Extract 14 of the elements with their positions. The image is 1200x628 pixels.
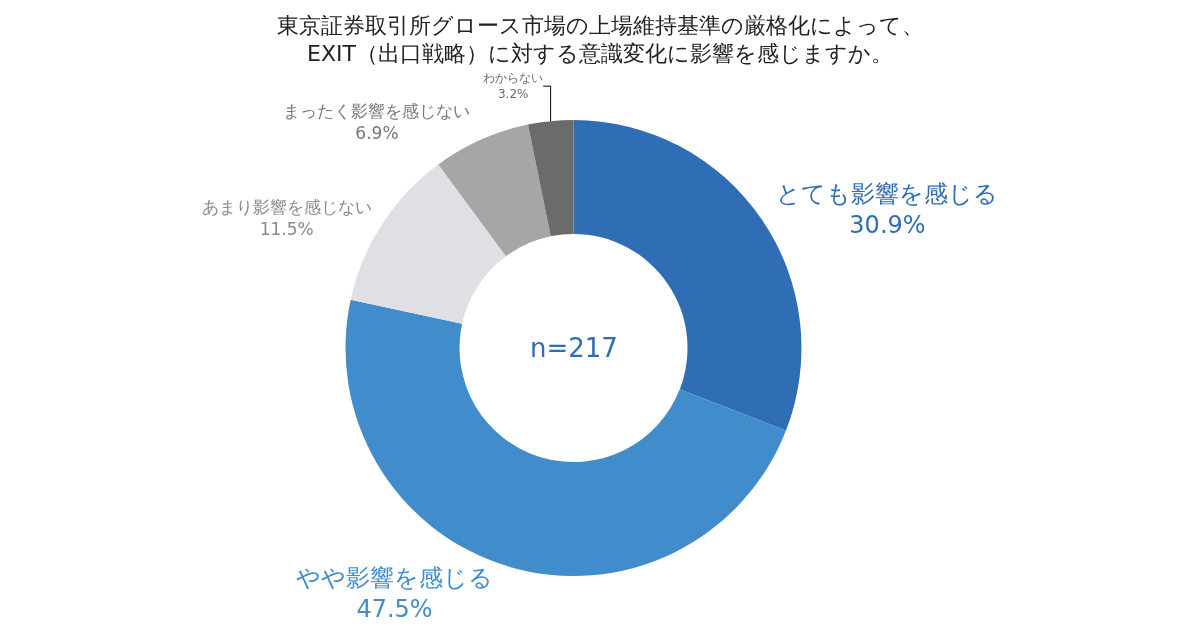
- slice-label: とても影響を感じる: [776, 180, 999, 209]
- donut-slice: [438, 124, 551, 257]
- slice-label: やや影響を感じる: [296, 563, 494, 592]
- text: n=217: [530, 333, 618, 363]
- data-label: 6.9%: [355, 123, 399, 144]
- data-label: 11.5%: [259, 218, 314, 239]
- data-label: 30.9%: [849, 211, 926, 240]
- slice-label: まったく影響を感じない: [283, 100, 471, 121]
- slice-label: わからない: [483, 71, 544, 86]
- data-label: 3.2%: [497, 86, 529, 101]
- slice-label: あまり影響を感じない: [201, 196, 372, 217]
- data-label: 47.5%: [356, 595, 433, 624]
- donut-slice: [527, 120, 574, 237]
- chart-title: 東京証券取引所グロース市場の上場維持基準の厳格化によって、 EXIT（出口戦略）に対する意識変化に影響を感じますか。: [276, 12, 924, 67]
